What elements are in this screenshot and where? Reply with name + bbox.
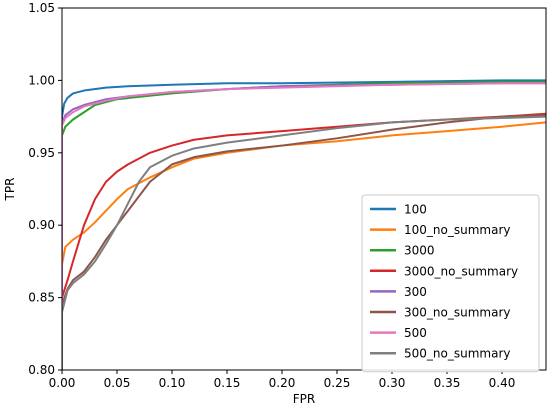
x-tick-label: 0.20 (269, 376, 296, 390)
x-tick-label: 0.35 (434, 376, 461, 390)
x-axis-label: FPR (293, 392, 315, 406)
y-tick-label: 0.90 (28, 218, 55, 232)
series-line-500 (62, 82, 546, 370)
series-layer (62, 79, 546, 370)
y-tick-label: 1.00 (28, 73, 55, 87)
x-axis: 0.00 0.05 0.10 0.15 0.20 0.25 0.30 0.35 0.40 (49, 370, 516, 390)
plot-frame (61, 7, 547, 371)
legend-label: 300 (404, 285, 427, 299)
legend-label: 100 (404, 203, 427, 217)
y-tick-label: 0.85 (28, 291, 55, 305)
x-tick-label: 0.00 (49, 376, 76, 390)
x-tick-label: 0.40 (489, 376, 516, 390)
x-tick-label: 0.30 (379, 376, 406, 390)
series-line-500-no-summary (62, 115, 546, 370)
x-tick-label: 0.05 (104, 376, 131, 390)
x-tick-label: 0.10 (159, 376, 186, 390)
legend-label: 300_no_summary (404, 306, 510, 320)
legend-label: 3000_no_summary (404, 264, 518, 278)
y-tick-label: 0.80 (28, 363, 55, 377)
series-line-100-no-summary (62, 121, 546, 370)
y-tick-label: 1.05 (28, 1, 55, 15)
x-tick-label: 0.25 (324, 376, 351, 390)
legend-label: 100_no_summary (404, 223, 510, 237)
series-line-300-no-summary (62, 114, 546, 370)
series-line-100 (62, 79, 546, 370)
legend-label: 500 (404, 326, 427, 340)
legend: 100 100_no_summary 3000 3000_no_summary 300 3… (361, 194, 540, 373)
legend-label: 3000 (404, 244, 435, 258)
y-axis: 0.80 0.85 0.90 0.95 1.00 1.05 (28, 1, 62, 377)
legend-box (361, 194, 540, 373)
legend-label: 500_no_summary (404, 347, 510, 361)
y-tick-label: 0.95 (28, 146, 55, 160)
x-tick-label: 0.15 (214, 376, 241, 390)
y-axis-label: TPR (3, 178, 17, 202)
